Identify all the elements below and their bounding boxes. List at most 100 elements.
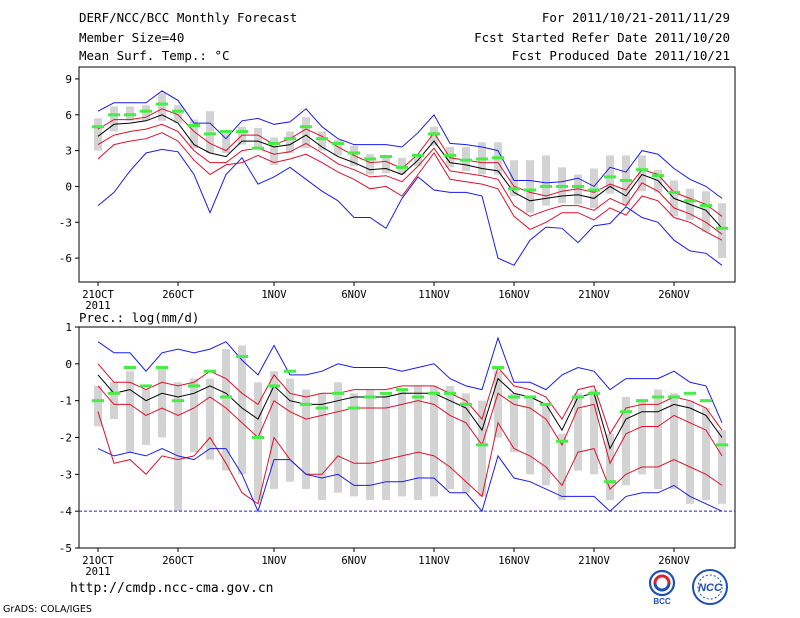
range-box (606, 155, 614, 194)
range-box (638, 155, 646, 192)
range-box (526, 396, 534, 475)
range-box (334, 382, 342, 493)
control-marker (252, 436, 264, 439)
control-marker (316, 137, 328, 141)
range-box (286, 378, 294, 482)
range-box (270, 137, 278, 165)
series-line-spread_low (97, 132, 723, 241)
control-marker (508, 187, 520, 191)
control-marker (300, 402, 312, 406)
control-marker (396, 165, 408, 169)
control-marker (652, 395, 664, 399)
range-box (574, 174, 582, 205)
control-marker (588, 391, 600, 395)
plot-frame (78, 66, 736, 283)
control-marker (492, 366, 504, 370)
range-box (366, 389, 374, 501)
range-box (238, 345, 246, 475)
y-tick-label: 0 (65, 180, 72, 193)
control-marker (332, 391, 344, 395)
range-box (670, 393, 678, 490)
y-tick-label: -5 (59, 542, 72, 555)
range-box (302, 117, 310, 149)
x-tick-label: 11NOV (418, 289, 450, 301)
series-line-max (97, 90, 723, 199)
range-box (414, 385, 422, 501)
control-marker (188, 124, 200, 128)
x-tick-label: 1NOV (261, 555, 287, 567)
control-marker (700, 204, 712, 208)
range-box (654, 389, 662, 490)
control-marker (524, 395, 536, 399)
control-marker (300, 125, 312, 129)
control-marker (284, 369, 296, 373)
control-marker (364, 395, 376, 399)
range-box (334, 139, 342, 156)
control-marker (108, 391, 120, 395)
control-marker (428, 132, 440, 136)
control-marker (220, 395, 232, 399)
range-box (686, 400, 694, 504)
range-box (590, 389, 598, 475)
bcc-logo-text: BCC (653, 597, 671, 606)
range-box (158, 367, 166, 438)
y-tick-label: -3 (59, 216, 72, 229)
range-box (398, 389, 406, 497)
x-tick-label: 26NOV (658, 289, 690, 301)
range-box (206, 378, 214, 460)
ncc-logo-text: NCC (698, 582, 723, 594)
control-marker (684, 199, 696, 203)
control-marker (268, 141, 280, 145)
range-box (430, 126, 438, 146)
control-marker (140, 384, 152, 388)
y-tick-label: 0 (65, 358, 72, 371)
control-marker (684, 391, 696, 395)
x-tick-label: 26NOV (658, 555, 690, 567)
forecast-period: For 2011/10/21-2011/11/29 (541, 10, 730, 25)
chart-panel-2: 1 0 -1 -2 -3 -4 -5 21OCT 26OCT 1NOV 6NOV 11NOV 16NOV… (59, 321, 736, 578)
ncc-logo-icon: NCC (692, 569, 728, 605)
x-tick-label: 26OCT (162, 555, 194, 567)
control-marker (364, 157, 376, 161)
control-marker (620, 410, 632, 414)
control-marker (348, 406, 360, 410)
range-box (222, 133, 230, 153)
range-box (462, 393, 470, 493)
range-box (190, 119, 198, 149)
control-marker (284, 137, 296, 141)
x-tick-label: 26OCT (162, 289, 194, 301)
control-marker (460, 402, 472, 406)
series-line-spread_low (97, 411, 723, 505)
x-tick-label: 1NOV (261, 289, 287, 301)
control-marker (252, 146, 264, 150)
control-marker (156, 102, 168, 106)
control-marker (396, 388, 408, 392)
control-marker (124, 113, 136, 117)
control-marker (92, 125, 104, 129)
control-marker (572, 184, 584, 188)
range-box (622, 396, 630, 486)
range-box (302, 389, 310, 490)
source-url[interactable]: http://cmdp.ncc-cma.gov.cn (70, 581, 274, 596)
series-line-lower (97, 385, 723, 465)
x-tick-label: 6NOV (341, 555, 367, 567)
series-line-mean (97, 114, 723, 229)
range-box (110, 382, 118, 420)
range-box (174, 105, 182, 124)
range-box (526, 160, 534, 213)
precip-title: Prec.: log(mm/d) (79, 310, 199, 325)
control-marker (156, 366, 168, 370)
range-box (510, 393, 518, 453)
control-marker (412, 395, 424, 399)
control-marker (460, 158, 472, 162)
chart-panel-1: 9 6 3 0 -3 -6 21OCT 26OCT 1NOV 6NOV 11NOV 16NOV 21NO… (59, 66, 736, 312)
control-marker (188, 384, 200, 388)
control-marker (556, 439, 568, 443)
control-marker (716, 443, 728, 447)
range-box (94, 118, 102, 151)
control-marker (444, 391, 456, 395)
range-box (142, 389, 150, 445)
x-tick-label: 21OCT (82, 555, 114, 567)
control-marker (540, 184, 552, 188)
